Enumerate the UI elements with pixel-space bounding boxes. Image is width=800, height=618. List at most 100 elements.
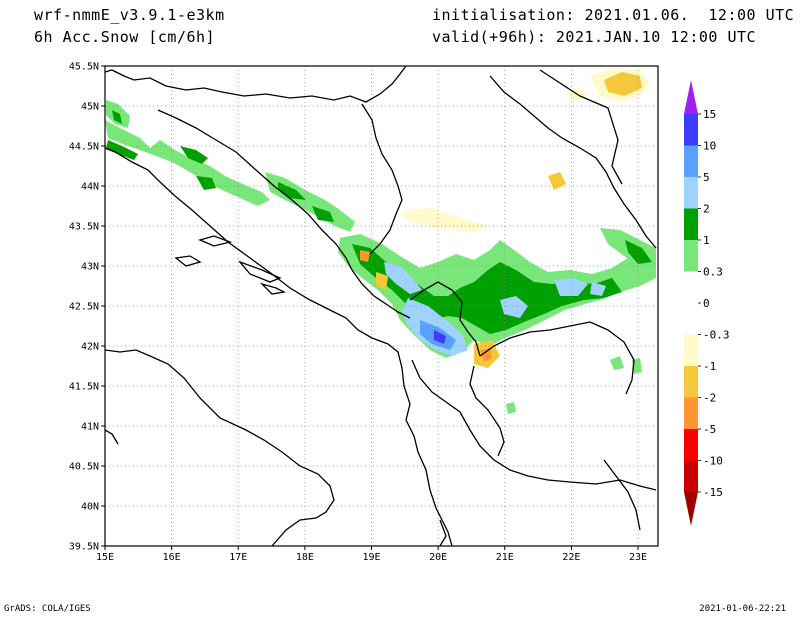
lat-tick-label: 43.5N	[69, 222, 99, 233]
lat-tick-label: 39.5N	[69, 542, 99, 553]
colorbar-label: -0.3	[703, 329, 730, 342]
colorbar-top-triangle	[684, 80, 698, 114]
lon-tick-label: 20E	[429, 552, 447, 563]
peljesac	[237, 260, 282, 283]
lat-tick-label: 43N	[81, 262, 99, 273]
snow-patch-istria-core	[112, 110, 122, 124]
melt-area-west	[376, 272, 388, 290]
lon-tick-label: 23E	[629, 552, 647, 563]
initialisation-time: initialisation: 2021.01.06. 12:00 UTC	[432, 6, 795, 24]
grads-credit: GrADS: COLA/IGES	[4, 604, 91, 614]
colorbar-label: 15	[703, 108, 716, 121]
snow-band-nw-core1	[106, 140, 138, 160]
snow-band-nw-core2	[180, 146, 208, 164]
lat-tick-label: 40.5N	[69, 462, 99, 473]
albania-east-border	[469, 365, 505, 457]
lon-tick-label: 17E	[229, 552, 247, 563]
colorbar: 15 10 5 2 1 0.3 0 -0.3 -1 -2 -5 -10 -15	[684, 80, 730, 526]
longitude-axis: 15E 16E 17E 18E 19E 20E 21E 22E 23E	[96, 546, 647, 563]
snow-patch-south1	[506, 402, 516, 414]
snow-patch-south3	[632, 358, 642, 374]
lon-tick-label: 18E	[296, 552, 314, 563]
field-title: 6h Acc.Snow [cm/6h]	[34, 28, 216, 46]
colorbar-swatch	[684, 240, 698, 272]
snow-area-east-blue2	[590, 282, 606, 296]
snow-area-east-core	[625, 240, 652, 264]
colorbar-swatch	[684, 460, 698, 492]
snow-area-prokletije-core	[434, 330, 446, 344]
render-timestamp: 2021-01-06-22:21	[699, 604, 786, 614]
valid-time: valid(+96h): 2021.JAN.10 12:00 UTC	[432, 28, 757, 46]
melt-area-ne-small	[548, 172, 566, 190]
kosovo-border	[409, 281, 481, 357]
island-hvar	[198, 235, 233, 247]
north-macedonia-border	[479, 321, 635, 395]
melt-area-ohrid-core	[480, 348, 492, 362]
colorbar-swatch	[684, 271, 698, 303]
colorbar-label: -5	[703, 423, 716, 436]
lon-tick-label: 19E	[362, 552, 380, 563]
lon-tick-label: 15E	[96, 552, 114, 563]
snow-area-sar-blue	[500, 296, 528, 318]
lat-tick-label: 44N	[81, 182, 99, 193]
snow-band-nw-light	[105, 120, 270, 206]
snow-patch-south2	[610, 356, 624, 370]
lat-tick-label: 42N	[81, 342, 99, 353]
colorbar-swatch	[684, 114, 698, 146]
lat-tick-label: 44.5N	[69, 142, 99, 153]
snow-band-central-light	[265, 172, 355, 232]
latitude-axis: 45.5N 45N 44.5N 44N 43.5N 43N 42.5N 42N 41.5N 41N…	[69, 62, 105, 553]
graticule	[105, 66, 658, 546]
greece-inner-border	[603, 459, 641, 531]
lon-tick-label: 16E	[163, 552, 181, 563]
island-korcula	[174, 255, 202, 267]
colorbar-label: -1	[703, 360, 716, 373]
colorbar-label: 10	[703, 140, 716, 153]
colorbar-swatch	[684, 366, 698, 398]
snow-band-central-core2	[312, 206, 334, 222]
colorbar-label: 0	[703, 297, 710, 310]
melt-area-ne	[604, 72, 642, 96]
colorbar-label: 2	[703, 203, 710, 216]
lat-tick-label: 41N	[81, 422, 99, 433]
colorbar-label: 5	[703, 171, 710, 184]
lat-tick-label: 45.5N	[69, 62, 99, 73]
snow-band-nw-core3	[196, 176, 216, 190]
coast-and-borders	[105, 66, 657, 546]
colorbar-swatch	[684, 177, 698, 209]
lon-tick-label: 22E	[562, 552, 580, 563]
snow-area-east-blue	[554, 278, 588, 296]
colorbar-label: 0.3	[703, 266, 723, 279]
snow-band-central-core1	[278, 182, 306, 200]
island-mljet	[259, 282, 287, 295]
snow-field-layer	[105, 68, 656, 414]
romania-bulgaria-border	[539, 69, 623, 185]
colorbar-swatch	[684, 429, 698, 461]
model-title: wrf-nmmE_v3.9.1-e3km	[34, 6, 225, 24]
colorbar-swatch	[684, 208, 698, 240]
northern-border	[105, 66, 407, 103]
serbia-romania-border	[489, 75, 657, 249]
weak-melt-romania	[566, 88, 588, 102]
snow-area-durmitor-blue	[384, 262, 422, 294]
corfu	[439, 519, 447, 546]
lat-tick-label: 40N	[81, 502, 99, 513]
montenegro-border	[351, 269, 411, 319]
italy-coast-small	[105, 429, 119, 445]
colorbar-label: 1	[703, 234, 710, 247]
colorbar-bottom-triangle	[684, 492, 698, 526]
melt-area-west-core	[360, 250, 370, 262]
bosnia-serbia-border	[361, 103, 403, 255]
colorbar-label: -15	[703, 486, 723, 499]
italy-coast	[105, 349, 335, 546]
colorbar-swatch	[684, 334, 698, 366]
colorbar-swatch	[684, 145, 698, 177]
lat-tick-label: 42.5N	[69, 302, 99, 313]
lon-tick-label: 21E	[496, 552, 514, 563]
lat-tick-label: 41.5N	[69, 382, 99, 393]
albania-greece-border	[411, 359, 657, 491]
adriatic-east-coast	[105, 147, 453, 546]
colorbar-swatch	[684, 397, 698, 429]
colorbar-swatch	[684, 303, 698, 335]
